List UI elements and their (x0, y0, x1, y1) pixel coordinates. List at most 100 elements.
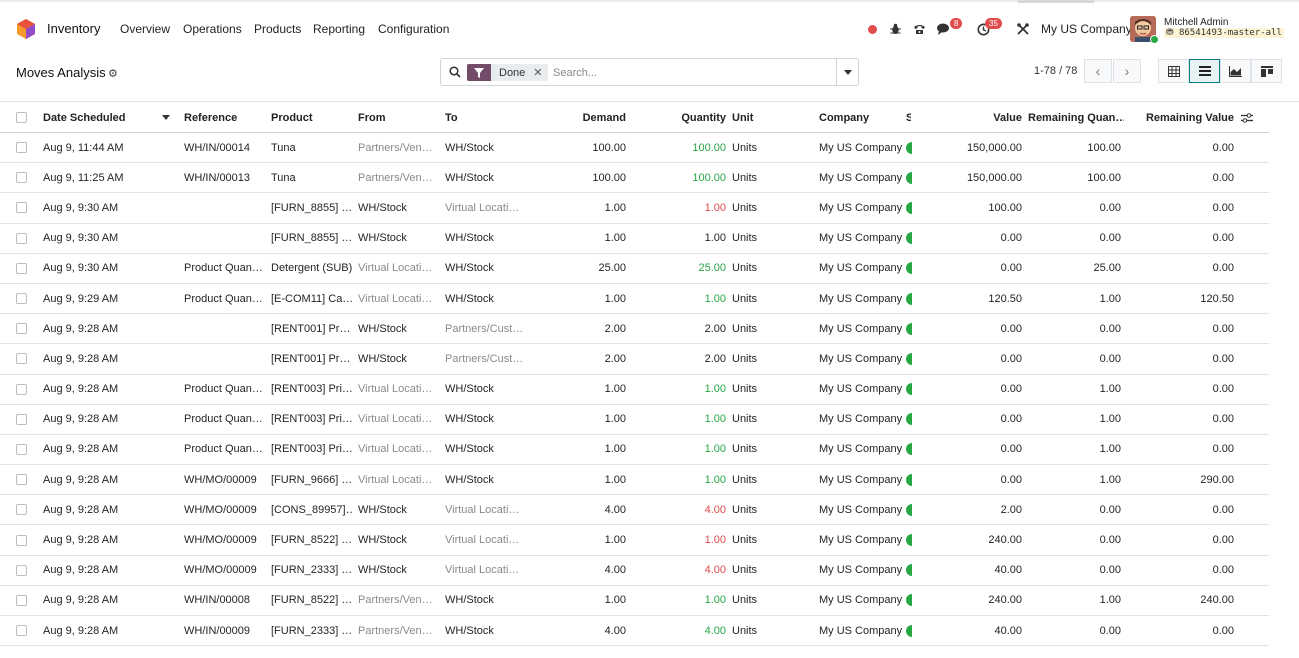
view-pivot-button[interactable] (1158, 59, 1189, 83)
cell-remaining-value: 0.00 (1212, 534, 1234, 547)
row-checkbox[interactable] (16, 284, 30, 313)
row-checkbox[interactable] (16, 525, 30, 554)
col-reference[interactable]: Reference (184, 111, 238, 124)
cell-status (906, 284, 912, 313)
cell-from: WH/Stock (358, 352, 407, 365)
view-kanban-button[interactable] (1251, 59, 1282, 83)
app-name[interactable]: Inventory (47, 21, 101, 36)
table-row[interactable]: Aug 9, 9:28 AM Product Quan… [RENT003] Pri… (0, 435, 1269, 466)
col-demand[interactable]: Demand (582, 111, 626, 124)
row-checkbox[interactable] (16, 163, 30, 192)
inventory-app-icon[interactable] (16, 19, 36, 39)
user-name[interactable]: Mitchell Admin (1164, 17, 1229, 28)
cell-reference: WH/IN/00009 (184, 624, 251, 637)
table-row[interactable]: Aug 9, 9:28 AM WH/MO/00009 [FURN_8522] … WH… (0, 525, 1269, 556)
col-date-scheduled[interactable]: Date Scheduled (43, 103, 179, 132)
pager-next-button[interactable]: › (1113, 59, 1141, 83)
row-checkbox[interactable] (16, 495, 30, 524)
view-list-button[interactable] (1189, 59, 1220, 83)
row-checkbox[interactable] (16, 556, 30, 585)
cell-quantity: 1.00 (704, 232, 726, 245)
col-unit[interactable]: Unit (732, 111, 754, 124)
cell-unit: Units (732, 624, 758, 637)
cell-company: My US Company (819, 292, 903, 305)
table-row[interactable]: Aug 9, 9:30 AM Product Quan… Detergent (SU… (0, 254, 1269, 284)
table-row[interactable]: Aug 9, 9:28 AM WH/IN/00008 [FURN_8522] … Pa… (0, 586, 1269, 616)
optional-columns-toggle[interactable] (1241, 103, 1255, 132)
table-row[interactable]: Aug 9, 9:30 AM [FURN_8855] … WH/Stock Virtu… (0, 193, 1269, 224)
table-row[interactable]: Aug 9, 9:28 AM [RENT001] Pr… WH/Stock Partn… (0, 344, 1269, 375)
row-checkbox[interactable] (16, 405, 30, 434)
table-row[interactable]: Aug 9, 9:30 AM [FURN_8855] … WH/Stock WH/St… (0, 224, 1269, 254)
table-row[interactable]: Aug 9, 9:28 AM WH/MO/00009 [FURN_9666] … Vi… (0, 465, 1269, 496)
col-remaining-quantity[interactable]: Remaining Quan… (1028, 111, 1124, 124)
row-checkbox[interactable] (16, 586, 30, 615)
col-remaining-value[interactable]: Remaining Value (1145, 111, 1234, 124)
table-row[interactable]: Aug 9, 9:28 AM WH/MO/00009 [FURN_2333] … WH… (0, 556, 1269, 586)
tools-icon[interactable] (1015, 20, 1031, 38)
row-checkbox[interactable] (16, 314, 30, 343)
search-icon[interactable] (449, 66, 461, 78)
row-checkbox[interactable] (16, 465, 30, 494)
col-product[interactable]: Product (271, 111, 313, 124)
col-company[interactable]: Company (819, 111, 870, 124)
col-quantity[interactable]: Quantity (681, 111, 726, 124)
cell-remaining-quantity: 0.00 (1099, 322, 1121, 335)
company-switcher[interactable]: My US Company (1041, 22, 1132, 36)
messages-icon[interactable] (936, 20, 952, 38)
view-graph-button[interactable] (1220, 59, 1251, 83)
menu-overview[interactable]: Overview (120, 22, 171, 36)
cell-from: Partners/Ven… (358, 624, 433, 637)
col-value[interactable]: Value (993, 111, 1022, 124)
col-status[interactable]: S (906, 111, 911, 124)
table-row[interactable]: Aug 9, 9:29 AM Product Quan… [E-COM11] Ca…… (0, 284, 1269, 315)
cell-value: 0.00 (1000, 232, 1022, 245)
search-input[interactable] (553, 64, 823, 81)
menu-operations[interactable]: Operations (183, 22, 242, 36)
row-checkbox[interactable] (16, 254, 30, 283)
row-checkbox[interactable] (16, 435, 30, 464)
table-row[interactable]: Aug 9, 9:28 AM Product Quan… [RENT003] Pri… (0, 375, 1269, 405)
activity-clock-icon[interactable] (975, 20, 991, 38)
search-options-toggle[interactable] (836, 59, 858, 85)
table-row[interactable]: Aug 9, 11:25 AM WH/IN/00013 Tuna Partners/V… (0, 163, 1269, 194)
menu-products[interactable]: Products (254, 22, 302, 36)
row-checkbox[interactable] (16, 193, 30, 222)
pager-previous-button[interactable]: ‹ (1084, 59, 1112, 83)
row-checkbox[interactable] (16, 375, 30, 404)
cell-company: My US Company (819, 534, 903, 547)
row-checkbox[interactable] (16, 133, 30, 162)
table-row[interactable]: Aug 9, 9:28 AM [RENT001] Pr… WH/Stock Partn… (0, 314, 1269, 345)
search-bar[interactable]: Done ✕ (440, 58, 859, 86)
cell-from: Partners/Ven… (358, 594, 433, 607)
table-row[interactable]: Aug 9, 9:28 AM WH/MO/00009 [CONS_89957]… WH… (0, 495, 1269, 526)
cell-value: 0.00 (1000, 413, 1022, 426)
cell-remaining-value: 0.00 (1212, 352, 1234, 365)
select-all-checkbox[interactable] (16, 103, 30, 132)
pager-value[interactable]: 1-78 / 78 (1034, 65, 1078, 77)
cell-company: My US Company (819, 322, 903, 335)
row-checkbox[interactable] (16, 616, 30, 645)
recording-dot-icon[interactable] (866, 20, 878, 38)
search-facet: Done ✕ (467, 64, 548, 81)
table-row[interactable]: Aug 9, 11:44 AM WH/IN/00014 Tuna Partners/V… (0, 133, 1269, 164)
cell-reference: WH/MO/00009 (184, 473, 257, 486)
row-checkbox[interactable] (16, 224, 30, 253)
bug-icon[interactable] (888, 20, 902, 38)
cell-reference: WH/MO/00009 (184, 503, 257, 516)
gear-icon[interactable]: ⚙ (108, 68, 118, 80)
cell-company: My US Company (819, 594, 903, 607)
cell-product: [FURN_2333] … (271, 624, 353, 637)
tab-notch (1018, 0, 1094, 3)
col-to[interactable]: To (445, 111, 458, 124)
menu-configuration[interactable]: Configuration (378, 22, 450, 36)
phone-icon[interactable] (911, 20, 927, 38)
row-checkbox[interactable] (16, 344, 30, 373)
user-avatar[interactable] (1130, 16, 1156, 42)
cell-from: Partners/Ven… (358, 171, 433, 184)
menu-reporting[interactable]: Reporting (313, 22, 366, 36)
facet-remove-icon[interactable]: ✕ (533, 67, 543, 79)
table-row[interactable]: Aug 9, 9:28 AM WH/IN/00009 [FURN_2333] … Pa… (0, 616, 1269, 647)
table-row[interactable]: Aug 9, 9:28 AM Product Quan… [RENT003] Pri… (0, 405, 1269, 435)
col-from[interactable]: From (358, 111, 386, 124)
